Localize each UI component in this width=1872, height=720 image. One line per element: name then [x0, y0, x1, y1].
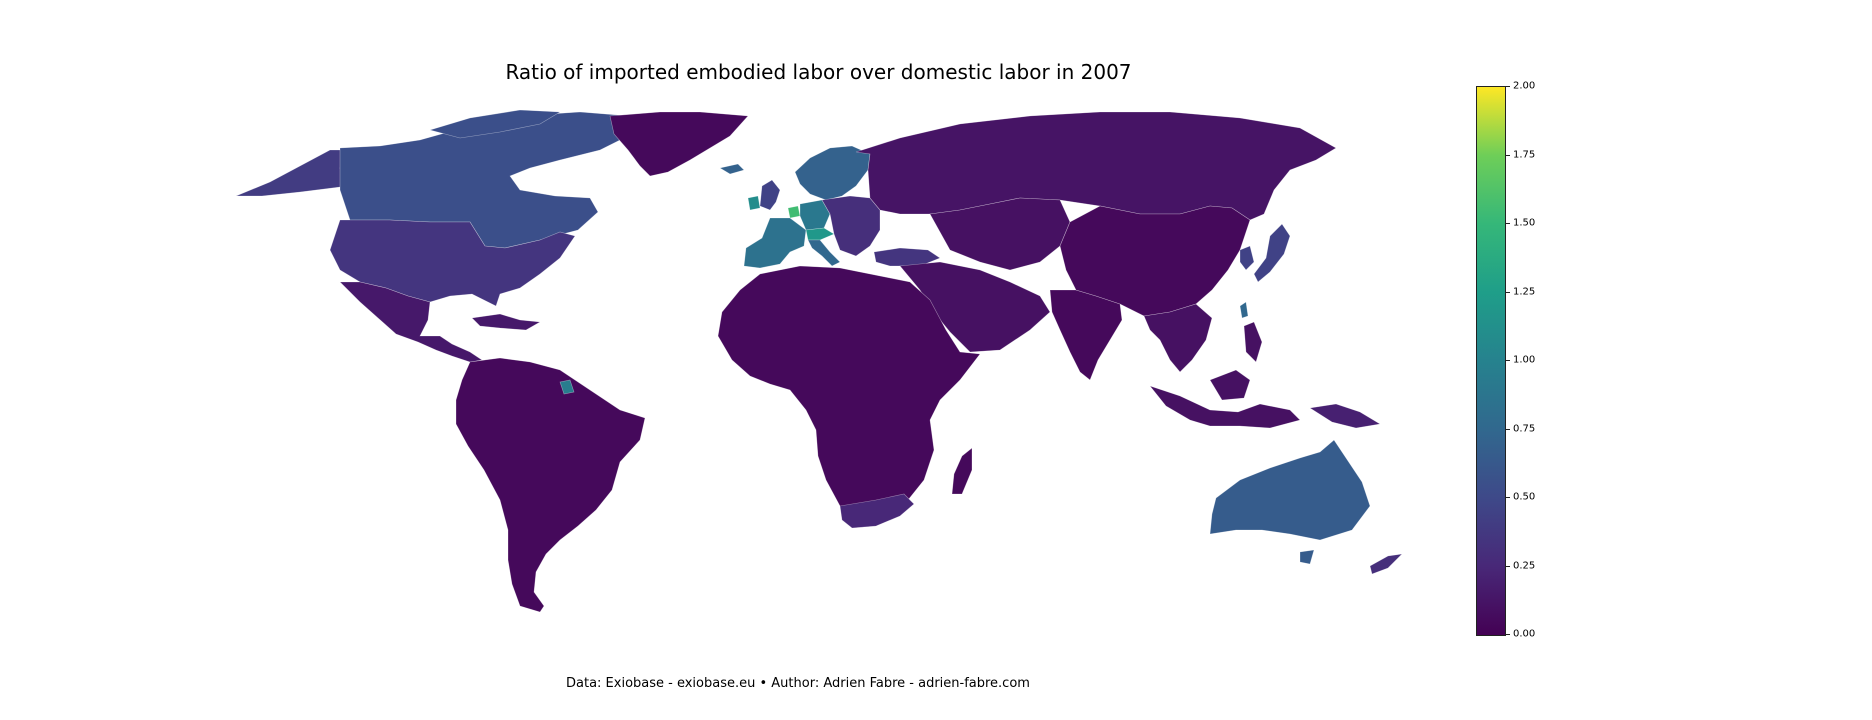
- region-french-guiana: [559, 379, 575, 395]
- colorbar-tick-mark: [1505, 428, 1510, 430]
- colorbar-tick-label: 0.75: [1513, 423, 1536, 434]
- colorbar-tick-mark: [1505, 154, 1510, 156]
- colorbar-tick-label: 2.00: [1513, 80, 1536, 92]
- region-belgium: [787, 205, 801, 219]
- region-australia: [1209, 439, 1371, 541]
- region-africa: [717, 265, 981, 529]
- region-turkey: [873, 247, 941, 267]
- colorbar-tick-mark: [1505, 86, 1510, 87]
- colorbar-tick-mark: [1505, 565, 1510, 567]
- colorbar-tick-mark: [1505, 223, 1510, 224]
- region-new-zealand: [1369, 553, 1403, 575]
- region-france-spain: [743, 217, 807, 269]
- region-eastern-europe: [821, 195, 881, 257]
- colorbar-tick-label: 1.75: [1513, 149, 1536, 160]
- colorbar-tick-label: 0.00: [1513, 628, 1536, 640]
- colorbar-tick-mark: [1505, 360, 1510, 361]
- region-greenland: [609, 111, 749, 177]
- region-mexico-central-america: [339, 281, 483, 363]
- region-south-africa: [839, 493, 915, 529]
- region-united-states: [329, 219, 576, 307]
- data-credit: Data: Exiobase - exiobase.eu • Author: A…: [566, 676, 1030, 691]
- region-papua-new-guinea: [1309, 403, 1381, 429]
- colorbar-tick-mark: [1505, 497, 1510, 498]
- region-borneo: [1209, 369, 1251, 401]
- region-south-america: [455, 357, 646, 613]
- colorbar-tick-mark: [1505, 634, 1510, 635]
- region-alaska: [235, 149, 353, 197]
- region-japan: [1253, 223, 1291, 283]
- map-title: Ratio of imported embodied labor over do…: [505, 60, 1132, 84]
- region-tasmania: [1299, 549, 1315, 565]
- region-china: [1059, 205, 1251, 317]
- region-india: [1049, 289, 1123, 381]
- region-switzerland-austria: [805, 227, 835, 241]
- colorbar-tick-label: 0.25: [1513, 560, 1536, 571]
- colorbar: [1476, 86, 1506, 636]
- region-italy: [807, 239, 841, 267]
- region-taiwan: [1239, 301, 1249, 319]
- colorbar-tick-label: 1.50: [1513, 217, 1536, 229]
- region-korea: [1239, 245, 1255, 271]
- region-scandinavia: [794, 145, 871, 201]
- colorbar-tick-label: 1.25: [1513, 286, 1536, 297]
- colorbar-tick-mark: [1505, 291, 1510, 293]
- region-iceland: [719, 163, 745, 175]
- region-united-kingdom: [759, 179, 781, 211]
- region-madagascar: [951, 447, 973, 495]
- region-southeast-asia: [1143, 303, 1213, 373]
- region-indonesia: [1149, 385, 1301, 429]
- region-ireland: [747, 195, 761, 211]
- region-philippines: [1243, 321, 1263, 363]
- region-russia: [855, 111, 1337, 221]
- region-canada-islands: [428, 109, 562, 139]
- colorbar-tick-label: 0.50: [1513, 491, 1536, 503]
- region-caribbean: [471, 313, 541, 331]
- colorbar-tick-label: 1.00: [1513, 354, 1536, 366]
